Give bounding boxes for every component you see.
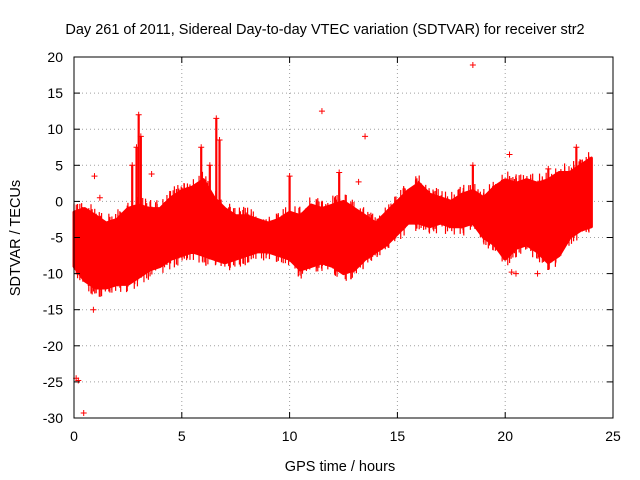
- x-tick-label: 5: [178, 428, 186, 444]
- data-point: [75, 377, 82, 384]
- data-spike-cap: [336, 169, 343, 176]
- data-point: [80, 409, 87, 416]
- data-spike-cap: [137, 133, 144, 140]
- y-axis-title: SDTVAR / TECUs: [8, 180, 24, 296]
- data-spike-cap: [135, 111, 142, 118]
- chart-title: Day 261 of 2011, Sidereal Day-to-day VTE…: [65, 22, 584, 38]
- y-tick-label: 5: [55, 157, 63, 173]
- y-tick-label: 20: [47, 49, 63, 65]
- data-spike-cap: [206, 162, 213, 169]
- data-spike-cap: [213, 115, 220, 122]
- data-spike-cap: [198, 144, 205, 151]
- data-point: [506, 151, 513, 158]
- data-point: [318, 108, 325, 115]
- data-point: [96, 194, 103, 201]
- y-tick-label: -25: [43, 374, 63, 390]
- data-point: [362, 133, 369, 140]
- data-point: [534, 270, 541, 277]
- y-tick-label: -30: [43, 410, 63, 426]
- x-tick-label: 10: [282, 428, 298, 444]
- y-tick-label: 15: [47, 85, 63, 101]
- data-spike-cap: [286, 173, 293, 180]
- y-tick-label: 10: [47, 121, 63, 137]
- x-tick-label: 15: [390, 428, 406, 444]
- data-point: [148, 170, 155, 177]
- y-tick-label: -10: [43, 266, 63, 282]
- data-point: [90, 306, 97, 313]
- y-tick-label: -20: [43, 338, 63, 354]
- data-point: [469, 61, 476, 68]
- x-tick-label: 25: [605, 428, 621, 444]
- data-spike-cap: [573, 144, 580, 151]
- data-band: [72, 156, 593, 290]
- data-point: [91, 173, 98, 180]
- data-point: [508, 269, 515, 276]
- y-tick-label: -15: [43, 302, 63, 318]
- data-point: [512, 270, 519, 277]
- data-spike-cap: [545, 165, 552, 172]
- x-axis-title: GPS time / hours: [285, 459, 395, 475]
- data-spike-cap: [216, 137, 223, 144]
- data-spike-cap: [469, 162, 476, 169]
- x-tick-label: 20: [497, 428, 513, 444]
- x-tick-label: 0: [70, 428, 78, 444]
- data-point: [355, 178, 362, 185]
- axes: 0 5 10 15 20 25 -30 -25 -20 -15 -10 -5 0 5 10 15 20: [43, 49, 621, 444]
- y-tick-label: -5: [51, 230, 64, 246]
- data-series-sdtvar: [72, 61, 593, 416]
- y-tick-label: 0: [55, 193, 63, 209]
- data-spike-cap: [129, 162, 136, 169]
